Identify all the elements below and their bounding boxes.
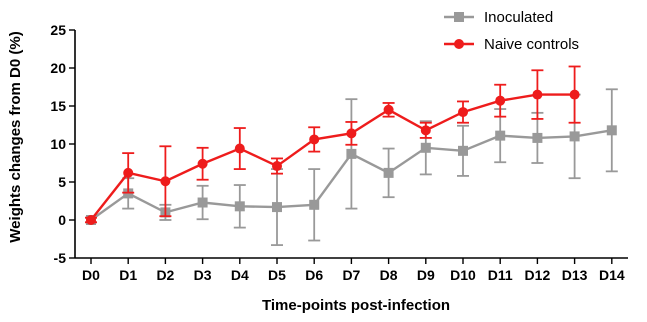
y-tick-label: 15 [50,98,66,114]
data-point [532,132,543,143]
legend-marker [454,12,464,22]
data-point [86,215,96,225]
legend: Inoculated Naive controls [444,9,579,53]
legend-label: Naive controls [484,36,579,53]
data-point [272,161,282,172]
series-1 [85,65,581,225]
x-tick-label: D0 [82,267,100,283]
data-point [606,125,617,136]
y-tick-label: -5 [54,250,67,266]
data-point [309,134,320,145]
y-tick-label: 0 [58,212,66,228]
x-tick-label: D1 [119,267,137,283]
data-point [272,202,282,213]
x-tick-label: D8 [380,267,398,283]
data-point [346,128,357,139]
x-tick-label: D3 [194,267,212,283]
data-point [458,107,468,118]
data-point [197,158,208,169]
series-line [90,93,575,221]
series-layer [85,65,618,246]
x-tick-label: D6 [305,267,323,283]
y-axis-label: Weights changes from D0 (%) [7,31,24,242]
x-tick-label: D13 [562,267,588,283]
legend-label: Inoculated [484,9,553,26]
data-point [234,143,245,154]
y-tick-label: 5 [58,174,66,190]
data-point [569,89,580,100]
y-tick-label: 10 [50,136,66,152]
data-point [160,176,171,187]
x-tick-label: D7 [342,267,360,283]
y-tick-label: 20 [50,60,66,76]
x-tick-label: D4 [231,267,249,283]
x-axis-label: Time-points post-infection [262,297,450,314]
x-tick-label: D10 [450,267,476,283]
data-point [420,142,431,153]
x-tick-label: D12 [525,267,551,283]
y-tick-label: 25 [50,22,66,38]
data-point [383,167,394,178]
x-tick-label: D5 [268,267,286,283]
data-point [234,201,245,212]
data-point [458,145,468,156]
x-tick-label: D14 [599,267,625,283]
data-point [420,125,431,136]
data-point [309,199,320,210]
data-point [495,130,506,141]
data-point [197,197,208,208]
data-point [495,95,506,106]
data-point [383,104,394,115]
data-point [532,89,543,100]
data-point [346,148,357,159]
x-tick-label: D2 [156,267,174,283]
x-tick-label: D11 [488,267,513,283]
data-point [569,131,580,142]
x-tick-label: D9 [417,267,435,283]
data-point [123,167,134,178]
axes: -5 0 5 10 15 20 25 D0 D1 D2 D3 D4 D5 D6 D7 D8 D9 D10 D11 D1… [50,22,628,283]
legend-marker [454,39,464,49]
